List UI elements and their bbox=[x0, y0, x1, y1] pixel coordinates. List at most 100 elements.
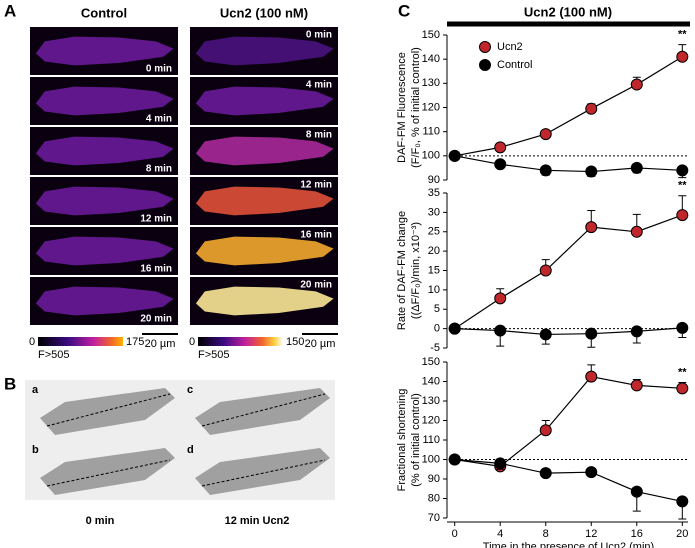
data-point bbox=[676, 209, 689, 222]
data-point bbox=[676, 164, 689, 177]
series-line bbox=[454, 214, 683, 330]
data-point bbox=[585, 221, 598, 234]
data-point bbox=[539, 467, 552, 480]
data-point bbox=[494, 141, 507, 154]
x-axis-label: Time in the presence of Ucn2 (min) bbox=[483, 541, 654, 548]
series-line bbox=[454, 155, 683, 173]
time-label: 8 min bbox=[146, 164, 172, 175]
x-tick-label: 12 bbox=[585, 528, 597, 540]
cell bbox=[35, 186, 174, 216]
series-line bbox=[454, 327, 683, 336]
cell bbox=[40, 448, 175, 495]
cell bbox=[195, 388, 330, 435]
cell bbox=[195, 36, 334, 66]
data-point bbox=[539, 424, 552, 437]
panel-label: A bbox=[4, 1, 16, 20]
y-tick-label: 30 bbox=[428, 206, 440, 218]
x-tick-label: 4 bbox=[497, 528, 503, 540]
data-point bbox=[630, 379, 643, 392]
treatment-label: Ucn2 (100 nM) bbox=[524, 4, 612, 19]
colorbar-max: 150 bbox=[286, 336, 304, 348]
significance: ** bbox=[678, 29, 687, 41]
length-arrow bbox=[46, 393, 171, 427]
data-point bbox=[494, 158, 507, 171]
cell bbox=[195, 86, 334, 116]
y-tick-label: 10 bbox=[428, 284, 440, 296]
data-point bbox=[630, 78, 643, 91]
y-tick-label: 110 bbox=[422, 434, 440, 446]
colorbar-caption: F>505 bbox=[198, 349, 230, 361]
data-point bbox=[448, 322, 461, 335]
y-axis-label: DAF-FM Fluorescence bbox=[396, 52, 408, 163]
y-axis-label: Rate of DAF-FM change bbox=[396, 211, 408, 330]
caption: 12 min Ucn2 bbox=[225, 515, 290, 527]
time-label: 0 min bbox=[146, 64, 172, 75]
colorbar-min: 0 bbox=[189, 336, 195, 348]
y-tick-label: 130 bbox=[422, 77, 440, 89]
x-tick-label: 16 bbox=[631, 528, 643, 540]
y-tick-label: 70 bbox=[428, 512, 440, 524]
cell bbox=[35, 236, 174, 266]
cell bbox=[195, 136, 334, 166]
y-axis-label: ((ΔF/F₀)/min, x10⁻³) bbox=[410, 222, 422, 319]
column-title: Control bbox=[81, 5, 127, 20]
colorbar-caption: F>505 bbox=[38, 349, 70, 361]
y-tick-label: 15 bbox=[428, 264, 440, 276]
data-point bbox=[539, 328, 552, 341]
legend-label: Control bbox=[497, 59, 532, 71]
scale-bar-label: 20 µm bbox=[145, 338, 176, 350]
time-label: 20 min bbox=[140, 314, 172, 325]
data-point bbox=[630, 161, 643, 174]
y-tick-label: 20 bbox=[428, 245, 440, 257]
column-title: Ucn2 (100 nM) bbox=[220, 5, 308, 20]
time-label: 12 min bbox=[300, 180, 332, 191]
data-point bbox=[448, 453, 461, 466]
cell bbox=[35, 286, 174, 316]
data-point bbox=[630, 325, 643, 338]
y-axis-label: (F/F₀, % of initial control) bbox=[410, 47, 422, 168]
time-label: 20 min bbox=[300, 280, 332, 291]
series-line bbox=[454, 56, 683, 157]
legend-marker bbox=[479, 59, 491, 71]
y-tick-label: -5 bbox=[430, 342, 440, 354]
colorbar bbox=[198, 337, 283, 346]
y-tick-label: 90 bbox=[428, 473, 440, 485]
y-tick-label: 90 bbox=[428, 174, 440, 186]
data-point bbox=[676, 321, 689, 334]
cell bbox=[40, 388, 175, 435]
y-tick-label: 100 bbox=[422, 453, 440, 465]
time-label: 12 min bbox=[140, 214, 172, 225]
data-point bbox=[539, 128, 552, 141]
time-label: 4 min bbox=[306, 80, 332, 91]
data-point bbox=[585, 102, 598, 115]
legend-label: Ucn2 bbox=[497, 41, 523, 53]
y-tick-label: 100 bbox=[422, 150, 440, 162]
data-point bbox=[676, 382, 689, 395]
y-tick-label: 130 bbox=[422, 395, 440, 407]
data-point bbox=[494, 324, 507, 337]
data-point bbox=[630, 225, 643, 238]
length-arrow bbox=[201, 393, 326, 427]
image-letter: d bbox=[187, 444, 194, 456]
cell bbox=[35, 36, 174, 66]
y-tick-label: 5 bbox=[434, 303, 440, 315]
cell bbox=[35, 136, 174, 166]
series-line bbox=[454, 375, 683, 467]
cell bbox=[35, 86, 174, 116]
y-tick-label: 120 bbox=[422, 414, 440, 426]
significance: ** bbox=[678, 366, 687, 378]
x-tick-label: 0 bbox=[452, 528, 458, 540]
cell bbox=[195, 286, 334, 316]
cell bbox=[195, 186, 334, 216]
cell bbox=[195, 448, 330, 495]
data-point bbox=[585, 327, 598, 340]
data-point bbox=[539, 164, 552, 177]
data-point bbox=[676, 495, 689, 508]
data-point bbox=[585, 370, 598, 383]
significance: ** bbox=[678, 180, 687, 192]
time-label: 8 min bbox=[306, 130, 332, 141]
y-tick-label: 35 bbox=[428, 187, 440, 199]
image-letter: a bbox=[32, 384, 39, 396]
time-label: 4 min bbox=[146, 114, 172, 125]
